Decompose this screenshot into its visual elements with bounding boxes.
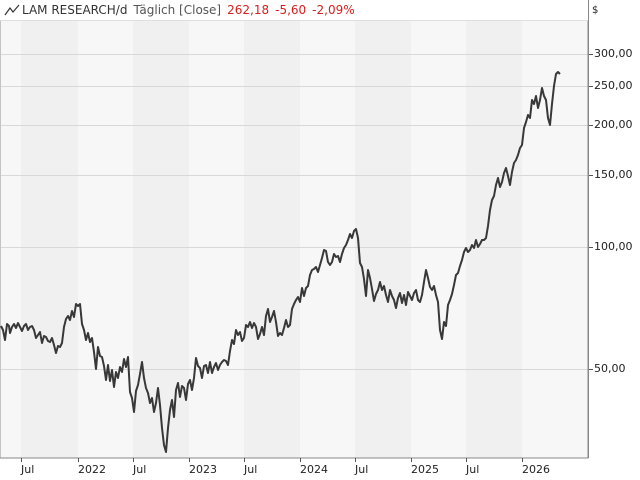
x-tick-label: 2022	[78, 463, 106, 476]
y-tick-label: 250,00	[594, 79, 633, 92]
last-price: 262,18	[227, 3, 270, 17]
line-chart-icon	[4, 4, 20, 16]
x-tick-label: Jul	[355, 463, 369, 476]
x-tick-label: Jul	[244, 463, 258, 476]
interval-label: Täglich [Close]	[133, 3, 222, 17]
chart-header: LAM RESEARCH/d Täglich [Close] 262,18 -5…	[4, 3, 355, 17]
time-bands	[1, 20, 588, 458]
y-tick-label: 200,00	[594, 118, 633, 131]
y-axis-ticks	[589, 54, 593, 370]
x-tick-label: 2024	[300, 463, 328, 476]
price-change-pct: -2,09%	[312, 3, 355, 17]
x-tick-label: 2026	[522, 463, 550, 476]
price-change: -5,60	[275, 3, 307, 17]
x-tick-label: Jul	[133, 463, 147, 476]
symbol-name: LAM RESEARCH/d	[22, 3, 128, 17]
y-tick-label: 100,00	[594, 240, 633, 253]
currency-label: $	[592, 5, 599, 16]
x-tick-label: Jul	[21, 463, 35, 476]
price-line	[0, 71, 561, 453]
y-tick-label: 50,00	[594, 362, 626, 375]
x-axis-ticks	[21, 458, 523, 462]
y-tick-label: 300,00	[594, 47, 633, 60]
grid-lines	[1, 54, 588, 370]
x-tick-label: 2023	[189, 463, 217, 476]
x-tick-label: 2025	[411, 463, 439, 476]
y-tick-label: 150,00	[594, 168, 633, 181]
x-tick-label: Jul	[466, 463, 480, 476]
